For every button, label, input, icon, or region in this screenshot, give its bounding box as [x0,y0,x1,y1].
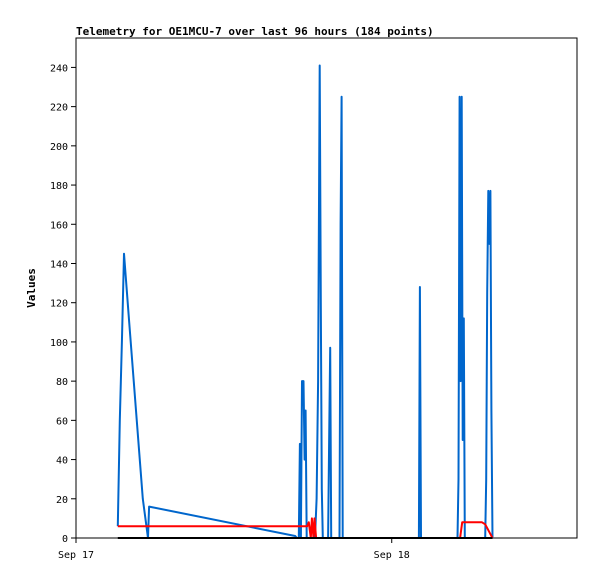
y-tick-label: 220 [50,103,68,114]
y-tick-label: 100 [50,338,68,349]
x-tick-label: Sep 18 [374,550,410,561]
plot-area [75,37,578,539]
y-tick-label: 180 [50,181,68,192]
y-tick-label: 120 [50,299,68,310]
y-tick-label: 200 [50,142,68,153]
y-axis: 0 20 40 60 80 100 120 140 160 180 200 220 240 [50,63,76,545]
chart-title: Telemetry for OE1MCU-7 over last 96 hour… [76,25,434,38]
y-tick-label: 80 [56,377,68,388]
y-tick-label: 160 [50,220,68,231]
series-layer [116,64,494,539]
series-line-1 [117,517,494,539]
y-tick-label: 140 [50,259,68,270]
x-axis: Sep 17 Sep 18 [58,538,410,561]
y-tick-label: 60 [56,416,68,427]
y-tick-label: 240 [50,63,68,74]
y-tick-label: 20 [56,495,68,506]
y-tick-label: 40 [56,456,68,467]
x-tick-label: Sep 17 [58,550,94,561]
y-tick-label: 0 [62,534,68,545]
y-axis-label: Values [25,268,38,308]
